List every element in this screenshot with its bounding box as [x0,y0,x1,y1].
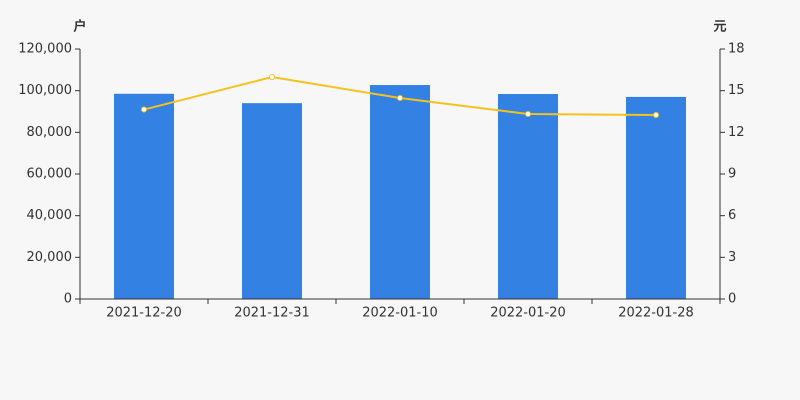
x-tick-label: 2022-01-20 [490,306,566,321]
x-tick-label: 2021-12-20 [106,306,182,321]
y-tick-label: 100,000 [18,83,72,98]
bar [370,85,430,300]
line-point [653,111,659,118]
y2-tick-label: 6 [728,208,736,223]
y2-tick-label: 0 [728,292,736,307]
y2-tick-label: 15 [728,83,745,98]
bar [242,103,302,300]
x-tick-label: 2022-01-28 [618,306,694,321]
line-point [269,74,275,81]
bar [498,94,558,299]
y2-axis-label: 元 [713,20,726,35]
y-tick-label: 120,000 [18,42,72,57]
line-point [141,106,147,113]
y-tick-label: 0 [64,292,72,307]
line-point [525,111,531,117]
x-tick-label: 2022-01-10 [362,306,438,321]
y-tick-label: 20,000 [27,250,73,265]
y-tick-label: 40,000 [27,208,73,223]
x-tick-label: 2021-12-31 [234,306,310,321]
bar [114,93,174,300]
y2-tick-label: 18 [728,42,745,57]
line-point [397,95,403,102]
y-tick-label: 80,000 [27,125,73,140]
bar [626,96,686,300]
y2-tick-label: 9 [728,167,736,182]
y2-tick-label: 12 [728,125,745,140]
y2-tick-label: 3 [728,250,736,265]
y-tick-label: 60,000 [27,167,73,182]
y-axis-label: 户 [73,19,86,35]
